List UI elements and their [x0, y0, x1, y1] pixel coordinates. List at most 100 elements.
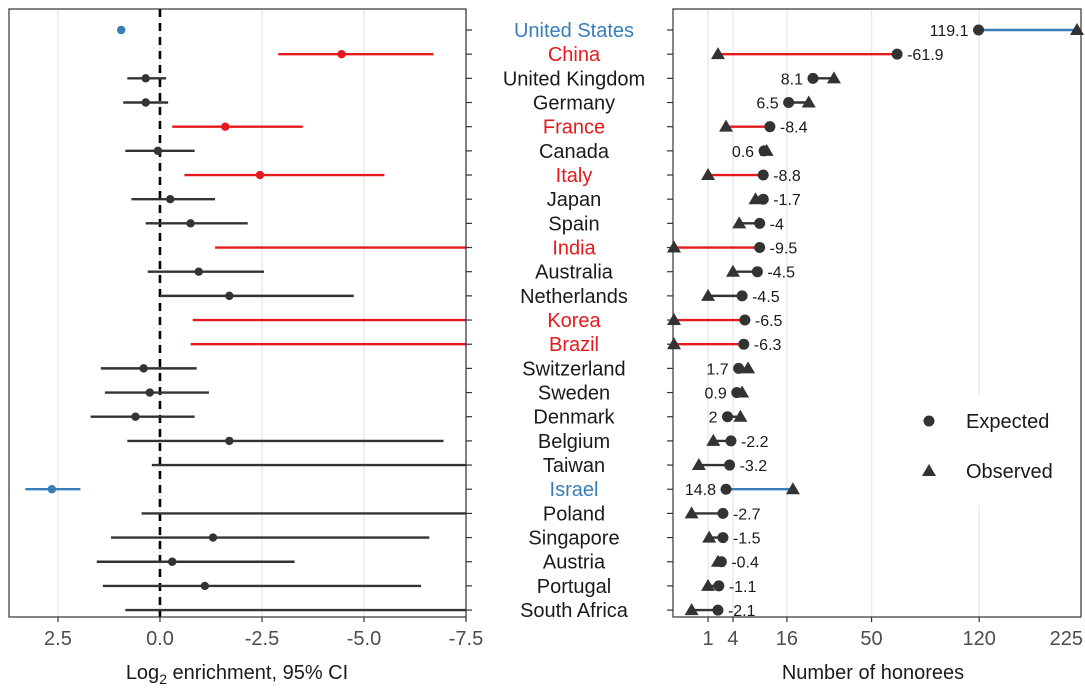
estimate-point-israel: [47, 485, 57, 494]
estimate-point-italy: [255, 170, 265, 180]
expected-point-germany: [783, 97, 795, 109]
expected-point-italy: [757, 169, 769, 181]
right-x-tick-label-0: 1: [702, 628, 713, 650]
right-panel-border: [672, 8, 1082, 618]
country-label-korea: Korea: [547, 310, 601, 332]
country-label-india: India: [552, 238, 596, 260]
left-x-axis-title-base: Log: [126, 662, 159, 684]
country-label-portugal: Portugal: [537, 576, 612, 598]
difference-label-taiwan: -3.2: [740, 458, 768, 475]
observed-point-sweden: [735, 385, 750, 398]
observed-point-korea: [667, 313, 681, 326]
expected-point-united-states: [973, 24, 985, 36]
left-x-tick-label-2: -2.5: [245, 628, 279, 650]
expected-point-spain: [754, 217, 766, 229]
observed-point-germany: [801, 95, 816, 108]
legend-expected-symbol: [923, 415, 935, 427]
country-label-japan: Japan: [547, 189, 602, 211]
left-x-tick-label-4: -7.5: [449, 628, 483, 650]
observed-point-denmark: [733, 409, 748, 422]
country-label-brazil: Brazil: [549, 334, 599, 356]
expected-point-singapore: [717, 532, 729, 544]
difference-label-united-states: 119.1: [930, 23, 969, 40]
country-label-netherlands: Netherlands: [520, 286, 628, 308]
country-label-austria: Austria: [543, 552, 606, 574]
right-x-tick-label-3: 50: [860, 628, 882, 650]
difference-label-poland: -2.7: [733, 506, 761, 523]
country-label-spain: Spain: [548, 213, 599, 235]
expected-point-brazil: [738, 338, 750, 350]
estimate-point-netherlands: [225, 291, 234, 301]
difference-label-brazil: -6.3: [754, 337, 782, 354]
expected-point-switzerland: [733, 362, 745, 374]
expected-point-poland: [717, 507, 729, 519]
difference-label-belgium: -2.2: [741, 434, 769, 451]
expected-point-israel: [720, 483, 732, 495]
country-label-australia: Australia: [535, 262, 614, 284]
estimate-point-australia: [194, 267, 203, 276]
expected-point-belgium: [725, 435, 737, 447]
observed-point-canada: [759, 143, 774, 156]
expected-point-denmark: [721, 411, 733, 423]
legend-observed-symbol: [922, 464, 936, 476]
difference-label-united-kingdom: 8.1: [781, 71, 803, 88]
difference-label-netherlands: -4.5: [752, 289, 780, 306]
difference-label-australia: -4.5: [767, 265, 795, 282]
country-label-canada: Canada: [539, 141, 610, 163]
estimate-point-canada: [153, 146, 163, 156]
observed-point-portugal: [701, 578, 716, 591]
difference-label-korea: -6.5: [755, 313, 783, 330]
legend-expected-label: Expected: [966, 411, 1049, 433]
left-x-axis-title-rest: enrichment, 95% CI: [167, 662, 348, 684]
right-x-tick-label-5: 225: [1050, 628, 1083, 650]
estimate-point-spain: [186, 219, 195, 228]
left-x-tick-label-1: 0.0: [146, 628, 174, 650]
observed-point-china: [710, 47, 725, 60]
observed-point-belgium: [706, 433, 721, 446]
estimate-point-united-states: [117, 25, 126, 35]
observed-point-italy: [701, 168, 716, 181]
legend-background: [905, 395, 1081, 505]
expected-point-south-africa: [712, 604, 724, 616]
expected-point-netherlands: [736, 290, 748, 302]
difference-label-israel: 14.8: [685, 482, 716, 499]
estimate-point-switzerland: [139, 364, 148, 373]
difference-label-india: -9.5: [770, 241, 798, 258]
estimate-point-china: [337, 49, 346, 59]
left-x-tick-label-3: -5.0: [347, 628, 381, 650]
expected-point-taiwan: [724, 459, 736, 471]
country-label-united-states: United States: [514, 20, 634, 42]
right-x-tick-label-2: 16: [776, 628, 798, 650]
difference-label-singapore: -1.5: [733, 531, 761, 548]
estimate-point-sweden: [145, 388, 154, 397]
country-label-italy: Italy: [556, 165, 593, 187]
country-label-germany: Germany: [533, 93, 615, 115]
observed-point-israel: [785, 482, 800, 495]
difference-label-china: -61.9: [907, 47, 944, 64]
difference-label-denmark: 2: [709, 410, 718, 427]
country-label-israel: Israel: [550, 479, 599, 501]
expected-point-portugal: [713, 580, 725, 592]
difference-label-austria: -0.4: [731, 555, 759, 572]
difference-label-spain: -4: [770, 216, 784, 233]
observed-point-australia: [725, 264, 740, 277]
estimate-point-united-kingdom: [141, 74, 150, 83]
left-x-tick-label-0: 2.5: [44, 628, 72, 650]
observed-point-taiwan: [691, 458, 706, 471]
country-label-poland: Poland: [543, 503, 605, 525]
honorees-dumbbell-panel: 119.1 -61.9 8.16.5-8.4 0.6 -8.8 -1.7 -4 -9.5 -4.…: [667, 8, 1084, 650]
difference-label-portugal: -1.1: [729, 579, 757, 596]
expected-point-united-kingdom: [807, 72, 819, 84]
estimate-point-japan: [165, 194, 175, 204]
country-label-taiwan: Taiwan: [543, 455, 605, 477]
observed-point-france: [719, 119, 734, 132]
country-label-china: China: [548, 44, 601, 66]
observed-point-austria: [710, 554, 725, 567]
estimate-point-france: [221, 122, 230, 131]
forest-plot-panel: 2.5 0.0 -2.5 -5.0 -7.5: [8, 8, 483, 650]
observed-point-singapore: [702, 530, 717, 543]
observed-point-united-kingdom: [826, 71, 841, 84]
observed-point-brazil: [667, 337, 681, 350]
